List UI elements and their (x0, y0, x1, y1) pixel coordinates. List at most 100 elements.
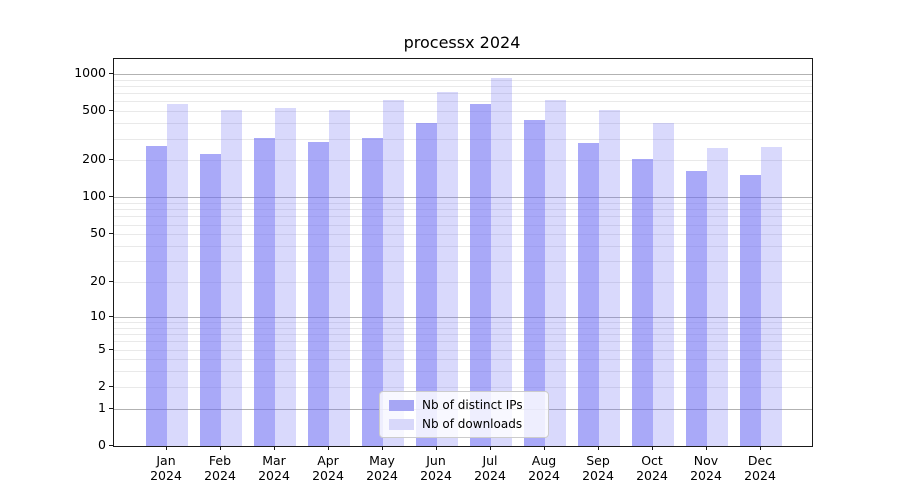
minor-gridline (114, 359, 812, 361)
minor-gridline (114, 334, 812, 336)
x-tick-label: Nov 2024 (690, 453, 722, 483)
x-tick-label: Jan 2024 (150, 453, 182, 483)
legend-swatch-distinct-ips (389, 399, 414, 411)
x-tick-label: Dec 2024 (744, 453, 776, 483)
minor-gridline (114, 93, 812, 95)
bar-distinct-ips (470, 104, 491, 446)
bar-distinct-ips (146, 145, 167, 446)
bar-distinct-ips (200, 154, 221, 446)
minor-gridline (114, 322, 812, 323)
plot-area: Nb of distinct IPs Nb of downloads (113, 58, 813, 447)
y-tick-label: 1000 (74, 64, 106, 80)
bar-distinct-ips (740, 174, 761, 446)
y-tick-mark (109, 110, 113, 112)
y-tick-mark (109, 196, 113, 198)
minor-gridline (114, 203, 812, 205)
y-tick-label: 0 (98, 437, 106, 452)
bar-downloads (167, 103, 188, 446)
y-tick-mark (109, 315, 113, 317)
y-tick-label: 500 (82, 102, 106, 118)
legend-swatch-downloads (389, 418, 414, 430)
minor-gridline (114, 246, 812, 247)
x-tick-mark (274, 446, 275, 450)
bar-distinct-ips (524, 119, 545, 446)
x-tick-mark (328, 446, 329, 450)
y-tick-mark (109, 445, 113, 446)
x-tick-label: Jun 2024 (420, 453, 452, 483)
minor-gridline (114, 138, 812, 140)
y-tick-mark (109, 281, 113, 283)
x-tick-mark (166, 446, 167, 450)
legend: Nb of distinct IPs Nb of downloads (379, 391, 549, 438)
y-tick-label: 1 (98, 399, 106, 415)
y-tick-label: 100 (82, 188, 106, 204)
minor-gridline (114, 160, 812, 162)
y-tick-label: 2 (98, 377, 106, 393)
minor-gridline (114, 371, 812, 373)
bar-downloads (599, 109, 620, 446)
bar-downloads (707, 147, 728, 446)
y-tick-mark (109, 385, 113, 387)
y-tick-label: 5 (98, 340, 106, 356)
bar-distinct-ips (362, 137, 383, 446)
x-tick-mark (706, 446, 707, 450)
minor-gridline (114, 85, 812, 87)
y-tick-label: 20 (90, 273, 106, 289)
bar-downloads (275, 107, 296, 446)
bar-downloads (329, 109, 350, 446)
x-tick-mark (598, 446, 599, 450)
y-tick-label: 10 (90, 307, 106, 323)
minor-gridline (114, 327, 812, 329)
x-tick-mark (436, 446, 437, 450)
y-tick-label: 50 (90, 225, 106, 241)
x-tick-mark (760, 446, 761, 450)
x-tick-mark (652, 446, 653, 450)
bar-downloads (437, 91, 458, 446)
bar-downloads (383, 100, 404, 446)
chart-title: processx 2024 (403, 33, 521, 52)
y-tick-mark (109, 159, 113, 161)
x-tick-label: May 2024 (366, 453, 398, 483)
x-tick-label: Apr 2024 (312, 453, 344, 483)
y-tick-mark (109, 407, 113, 409)
bar-distinct-ips (578, 142, 599, 446)
y-tick-mark (109, 348, 113, 350)
minor-gridline (114, 341, 812, 343)
major-gridline (114, 73, 812, 75)
y-tick-mark (109, 72, 113, 74)
minor-gridline (114, 216, 812, 218)
minor-gridline (114, 349, 812, 351)
minor-gridline (114, 224, 812, 226)
x-tick-label: Mar 2024 (258, 453, 290, 483)
major-gridline (114, 197, 812, 199)
major-gridline (114, 316, 812, 318)
legend-label-distinct-ips: Nb of distinct IPs (422, 398, 523, 412)
minor-gridline (114, 79, 812, 81)
x-tick-label: Oct 2024 (636, 453, 668, 483)
bar-downloads (545, 99, 566, 446)
bar-downloads (221, 109, 242, 446)
bar-distinct-ips (308, 141, 329, 446)
legend-label-downloads: Nb of downloads (422, 417, 523, 431)
y-tick-label: 200 (82, 151, 106, 167)
legend-row: Nb of distinct IPs (389, 398, 539, 412)
bar-distinct-ips (416, 122, 437, 446)
bar-downloads (491, 78, 512, 446)
minor-gridline (114, 123, 812, 125)
bar-distinct-ips (632, 158, 653, 446)
bar-distinct-ips (686, 171, 707, 446)
bar-downloads (761, 146, 782, 446)
x-tick-mark (220, 446, 221, 450)
legend-row: Nb of downloads (389, 417, 539, 431)
minor-gridline (114, 101, 812, 103)
x-tick-mark (490, 446, 491, 450)
minor-gridline (114, 261, 812, 263)
x-tick-label: Jul 2024 (474, 453, 506, 483)
x-tick-label: Aug 2024 (528, 453, 560, 483)
minor-gridline (114, 386, 812, 388)
bar-distinct-ips (254, 137, 275, 446)
minor-gridline (114, 111, 812, 113)
x-tick-mark (544, 446, 545, 450)
x-tick-label: Sep 2024 (582, 453, 614, 483)
